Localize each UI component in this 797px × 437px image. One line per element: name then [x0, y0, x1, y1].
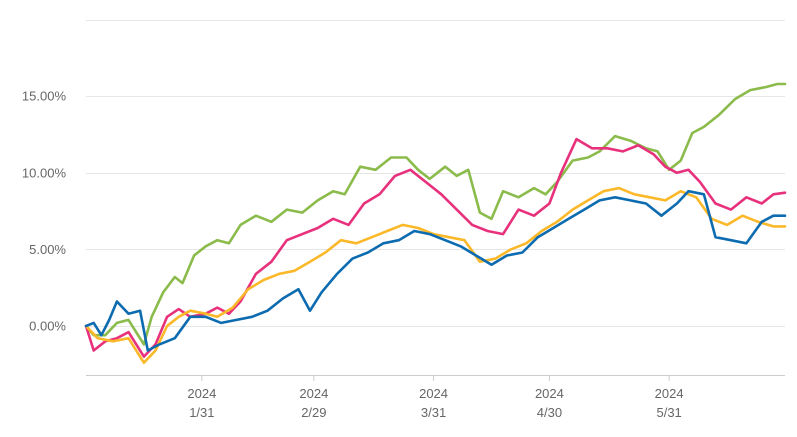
x-tick-label: 4/30 — [537, 405, 562, 420]
x-tick-label: 5/31 — [656, 405, 681, 420]
series-line-1 — [84, 82, 787, 346]
y-tick-label: 0.00% — [29, 318, 66, 333]
series-line-4 — [84, 189, 787, 352]
x-tick-year: 2024 — [187, 386, 216, 401]
axis-layer: 0.00% 5.00% 10.00% 15.00% 2024 1/31 2024 2/29 20… — [22, 89, 785, 420]
x-tick-year: 2024 — [419, 386, 448, 401]
x-tick-year: 2024 — [299, 386, 328, 401]
y-tick-label: 15.00% — [22, 89, 67, 104]
series-layer — [84, 82, 787, 364]
y-tick-label: 5.00% — [29, 242, 66, 257]
x-tick-label: 1/31 — [189, 405, 214, 420]
y-tick-label: 10.00% — [22, 165, 67, 180]
x-tick-year: 2024 — [655, 386, 684, 401]
series-line-2 — [84, 137, 787, 358]
x-tick-year: 2024 — [535, 386, 564, 401]
x-tick-label: 3/31 — [421, 405, 446, 420]
x-tick-label: 2/29 — [301, 405, 326, 420]
series-line-3 — [84, 186, 787, 364]
